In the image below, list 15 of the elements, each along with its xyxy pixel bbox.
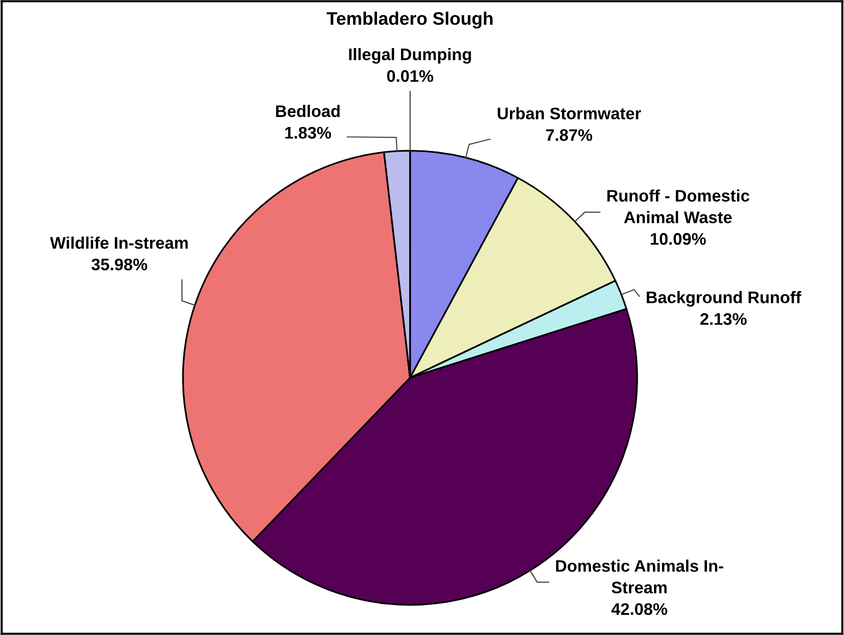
slice-label: Bedload (276, 104, 340, 118)
data-label: 35.98% (91, 258, 148, 270)
slice-label: Illegal Dumping (349, 48, 471, 64)
slice-label: Runoff - Domestic Animal Waste (607, 189, 750, 224)
slice-label: Background Runoff (646, 291, 802, 307)
slice-label: Domestic Animals In- Stream (556, 560, 724, 594)
data-label: 0.01% (387, 70, 434, 82)
data-label: 1.83% (285, 126, 332, 139)
data-label: 10.09% (650, 233, 706, 245)
data-label: 42.08% (611, 603, 668, 615)
data-label: 2.13% (700, 313, 747, 325)
chart-title: Tembladero Slough (326, 12, 493, 29)
data-label: 7.87% (546, 129, 592, 141)
slice-label: Wildlife In-stream (50, 236, 188, 249)
slice-label: Urban Stormwater (498, 107, 641, 120)
